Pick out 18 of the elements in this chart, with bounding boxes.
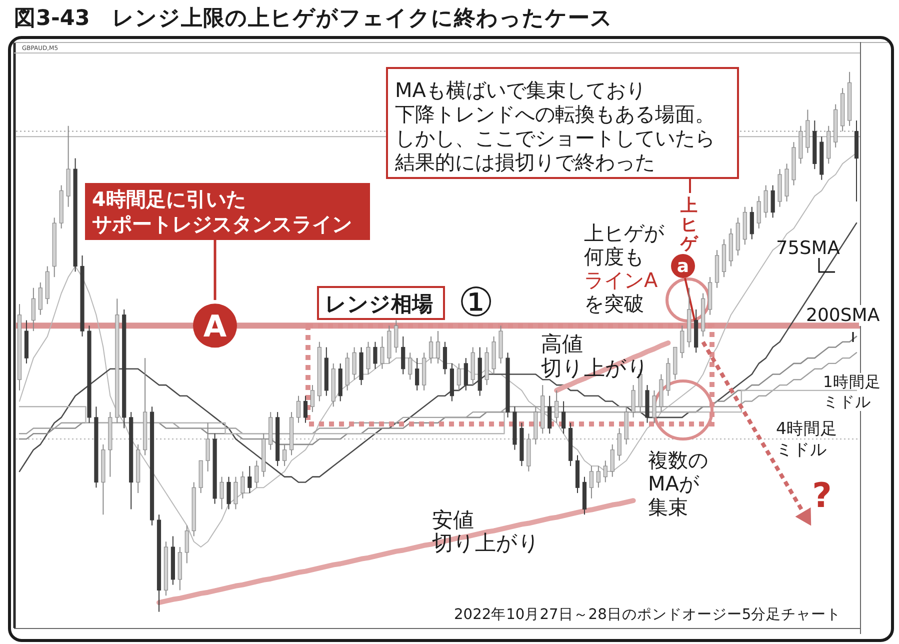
annotation: 上ヒゲが何度もラインAを突破 (584, 221, 665, 316)
annotation: ? (812, 476, 832, 516)
annotation: MAも横ばいで集束しており下降トレンドへの転換もある場面。しかし、ここでショートしていたら結果的には損切りで終わった (394, 78, 715, 174)
series-label: 4時間足ミドル (776, 419, 838, 459)
series-label: 1時間足ミドル (823, 373, 881, 411)
annotation: 2022年10月27日～28日のポンドオージー5分足チャート (454, 606, 842, 623)
chart-title: 図3-43 レンジ上限の上ヒゲがフェイクに終わったケース (14, 6, 613, 31)
annotation: 4時間足に引いたサポートレジスタンスライン (92, 188, 352, 236)
annotation: 複数のMAが集束 (648, 448, 708, 519)
annotation: 上ヒゲ (680, 196, 700, 254)
series-label: 75SMA (776, 238, 840, 259)
annotation: レンジ相場 (325, 292, 433, 316)
series-label: 200SMA (806, 305, 880, 326)
series-label: 安値切り上がり (432, 508, 540, 555)
annotation: ① (458, 280, 494, 326)
series-label: 高値切り上がり (541, 332, 649, 380)
ref-line-label: A (203, 310, 228, 345)
annotation: a (676, 256, 690, 277)
